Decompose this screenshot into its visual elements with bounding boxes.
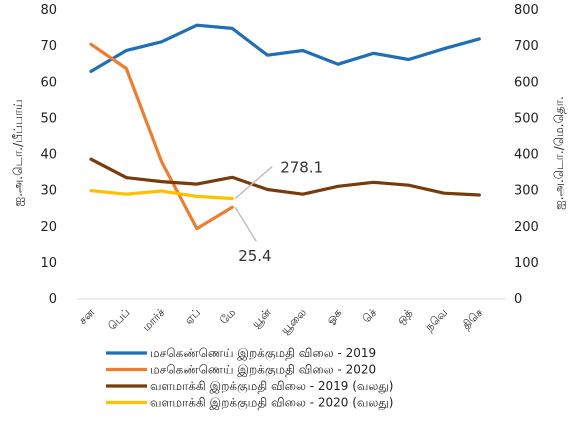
right-tick-label: 400 — [514, 148, 539, 163]
legend: மசகெண்ணெய் இறக்குமதி விலை - 2019 மசகெண்ணெ… — [106, 346, 393, 411]
series-line-3 — [89, 189, 234, 201]
x-tick-label: யூன் — [249, 306, 274, 331]
x-tick-label: யூலை — [278, 306, 309, 337]
annotation-leader — [234, 165, 273, 200]
x-tick-label: சன — [76, 306, 97, 327]
x-tick-label: மே — [217, 306, 238, 327]
legend-label-1: மசகெண்ணெய் இறக்குமதி விலை - 2020 — [150, 363, 376, 378]
left-tick-label: 40 — [40, 148, 57, 163]
left-tick-label: 80 — [40, 3, 57, 18]
x-tick-label: மார்ச் — [140, 306, 168, 334]
legend-label-3: வளமாக்கி இறக்குமதி விலை - 2020 (வலது) — [150, 396, 393, 411]
x-tick-label: பெப் — [106, 306, 133, 333]
series-layer — [89, 23, 481, 231]
left-tick-label: 50 — [40, 111, 57, 126]
x-tick-label: செ் — [360, 306, 380, 326]
left-tick-label: 70 — [40, 39, 57, 54]
legend-label-0: மசகெண்ணெய் இறக்குமதி விலை - 2019 — [150, 346, 376, 361]
right-axis-ticks: 0 100 200 300 400 500 600 700 800 — [514, 3, 539, 307]
left-axis-title: ஐ.அ.டொ./பீப்பாய் — [11, 100, 25, 207]
right-tick-label: 500 — [514, 111, 539, 126]
series-line-0 — [89, 23, 481, 74]
left-tick-label: 10 — [40, 256, 57, 271]
annotation-label: 278.1 — [280, 159, 323, 177]
left-tick-label: 60 — [40, 75, 57, 90]
right-tick-label: 700 — [514, 39, 539, 54]
left-tick-label: 30 — [40, 184, 57, 199]
right-axis-title: ஐ.அ.டொ./மெ.தொ. — [552, 96, 566, 210]
right-tick-label: 300 — [514, 184, 539, 199]
right-tick-label: 200 — [514, 220, 539, 235]
annotation-layer: 278.1 25.4 — [234, 159, 323, 265]
series-line-2 — [89, 157, 481, 197]
x-tick-label: நவெ — [422, 306, 450, 334]
x-tick-label: திசெ — [459, 306, 485, 332]
legend-label-2: வளமாக்கி இறக்குமதி விலை - 2019 (வலது) — [150, 379, 393, 394]
right-tick-label: 800 — [514, 3, 539, 18]
x-tick-label: ஒத் — [394, 306, 415, 327]
annotation-leader — [234, 206, 257, 242]
x-tick-label: ஏப் — [182, 306, 203, 327]
left-tick-label: 0 — [49, 292, 57, 307]
series-line-1 — [89, 42, 234, 231]
left-axis-ticks: 0 10 20 30 40 50 60 70 80 — [40, 3, 57, 307]
right-tick-label: 0 — [514, 292, 522, 307]
right-tick-label: 100 — [514, 256, 539, 271]
left-tick-label: 20 — [40, 220, 57, 235]
annotation-label: 25.4 — [238, 247, 271, 265]
x-axis-ticks: சன பெப் மார்ச் ஏப் மே யூன் யூலை ஓக செ் ஒத் நவெ திசெ — [76, 306, 485, 337]
x-tick-label: ஓக — [324, 306, 345, 327]
right-tick-label: 600 — [514, 75, 539, 90]
